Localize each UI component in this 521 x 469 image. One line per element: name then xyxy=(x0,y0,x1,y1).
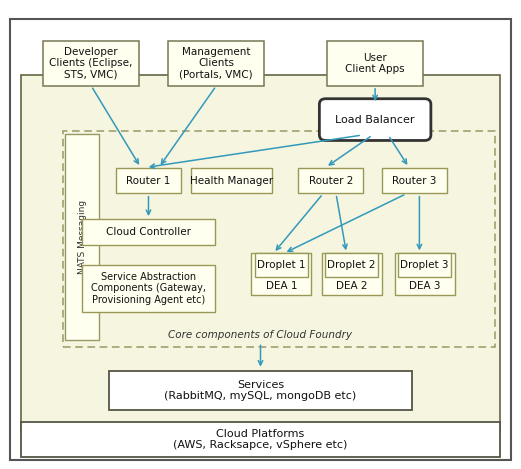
FancyBboxPatch shape xyxy=(381,167,446,194)
Text: Router 2: Router 2 xyxy=(308,175,353,186)
Text: DEA 1: DEA 1 xyxy=(266,281,297,291)
FancyBboxPatch shape xyxy=(327,41,423,86)
Text: Router 1: Router 1 xyxy=(126,175,171,186)
Text: Cloud Controller: Cloud Controller xyxy=(106,227,191,237)
Text: DEA 2: DEA 2 xyxy=(336,281,367,291)
Text: Cloud Platforms
(AWS, Racksapce, vSphere etc): Cloud Platforms (AWS, Racksapce, vSphere… xyxy=(173,429,348,451)
Text: Droplet 2: Droplet 2 xyxy=(327,260,376,270)
Text: User
Client Apps: User Client Apps xyxy=(345,53,405,74)
Text: Developer
Clients (Eclipse,
STS, VMC): Developer Clients (Eclipse, STS, VMC) xyxy=(49,47,133,80)
FancyBboxPatch shape xyxy=(82,265,215,312)
FancyBboxPatch shape xyxy=(325,253,378,277)
FancyBboxPatch shape xyxy=(395,253,454,295)
Text: Core components of Cloud Foundry: Core components of Cloud Foundry xyxy=(168,330,353,340)
Text: Droplet 1: Droplet 1 xyxy=(257,260,306,270)
Text: Router 3: Router 3 xyxy=(392,175,437,186)
Text: Health Manager: Health Manager xyxy=(190,175,274,186)
FancyBboxPatch shape xyxy=(65,134,99,340)
FancyBboxPatch shape xyxy=(21,422,500,457)
FancyBboxPatch shape xyxy=(82,219,215,245)
FancyBboxPatch shape xyxy=(298,167,363,194)
FancyBboxPatch shape xyxy=(252,253,312,295)
FancyBboxPatch shape xyxy=(168,41,265,86)
FancyBboxPatch shape xyxy=(116,167,181,194)
Text: Services
(RabbitMQ, mySQL, mongoDB etc): Services (RabbitMQ, mySQL, mongoDB etc) xyxy=(164,379,357,401)
Text: Droplet 3: Droplet 3 xyxy=(400,260,449,270)
FancyBboxPatch shape xyxy=(255,253,308,277)
FancyBboxPatch shape xyxy=(319,99,431,141)
FancyBboxPatch shape xyxy=(109,371,412,410)
FancyBboxPatch shape xyxy=(10,19,511,460)
FancyBboxPatch shape xyxy=(398,253,451,277)
Text: Load Balancer: Load Balancer xyxy=(336,114,415,125)
Text: Service Abstraction
Components (Gateway,
Provisioning Agent etc): Service Abstraction Components (Gateway,… xyxy=(91,272,206,305)
FancyBboxPatch shape xyxy=(43,41,139,86)
Text: Management
Clients
(Portals, VMC): Management Clients (Portals, VMC) xyxy=(179,47,253,80)
Text: NATS Messaging: NATS Messaging xyxy=(78,200,86,274)
FancyBboxPatch shape xyxy=(192,167,272,194)
Text: DEA 3: DEA 3 xyxy=(409,281,440,291)
FancyBboxPatch shape xyxy=(322,253,381,295)
FancyBboxPatch shape xyxy=(21,75,500,431)
